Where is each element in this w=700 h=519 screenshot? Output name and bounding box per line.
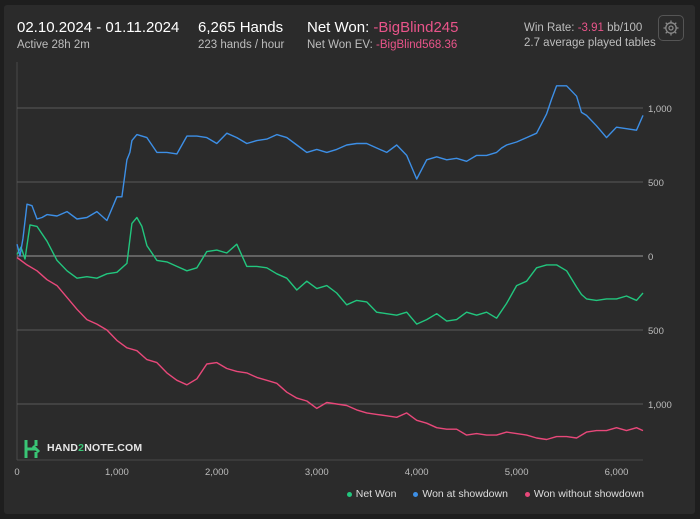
y-tick-label: 0 — [648, 252, 653, 263]
gear-icon — [663, 20, 679, 36]
legend-dot-won-at-showdown — [413, 491, 419, 497]
y-tick-label: 500 — [648, 326, 664, 337]
win-rate-value: -3.91 — [577, 22, 604, 34]
hand2note-logo: HAND2NOTE.COM — [24, 438, 142, 460]
report-panel — [4, 5, 695, 514]
settings-button[interactable] — [658, 15, 684, 41]
legend-item-won-at-showdown[interactable]: Won at showdown — [413, 488, 508, 500]
x-tick-label: 1,000 — [105, 467, 129, 478]
x-tick-label: 3,000 — [305, 467, 329, 478]
hand2note-logo-text: HAND2NOTE.COM — [47, 442, 143, 454]
legend-item-net-won[interactable]: Net Won — [346, 488, 396, 500]
active-time: Active 28h 2m — [17, 39, 90, 51]
x-tick-label: 5,000 — [505, 467, 529, 478]
net-won-label: Net Won: — [307, 19, 370, 36]
hands-count: 6,265 Hands — [198, 19, 284, 36]
series-line-won-at-showdown — [16, 85, 644, 257]
date-range: 02.10.2024 - 01.11.2024 — [17, 19, 180, 36]
x-tick-label: 6,000 — [605, 467, 629, 478]
win-rate-label: Win Rate: — [524, 22, 575, 34]
net-won-value: -BigBlind245 — [373, 19, 459, 36]
x-tick-label: 2,000 — [205, 467, 229, 478]
y-tick-label: 1,000 — [648, 104, 672, 115]
net-won-ev-label: Net Won EV: — [307, 39, 373, 51]
x-tick-label: 4,000 — [405, 467, 429, 478]
average-tables: 2.7 average played tables — [524, 37, 656, 49]
series-line-won-without-showdown — [16, 256, 644, 441]
hand2note-logo-icon — [24, 440, 41, 458]
win-rate-unit: bb/100 — [607, 22, 643, 34]
y-tick-label: 500 — [648, 178, 664, 189]
legend-item-won-without-showdown[interactable]: Won without showdown — [524, 488, 644, 500]
hands-per-hour: 223 hands / hour — [198, 39, 285, 51]
y-tick-label: 1,000 — [648, 400, 672, 411]
legend-dot-won-without-showdown — [524, 491, 530, 497]
net-won-ev: Net Won EV: -BigBlind568.36 — [307, 39, 457, 51]
net-won-ev-value: -BigBlind568.36 — [376, 39, 458, 51]
legend-dot-net-won — [346, 491, 352, 497]
net-won: Net Won: -BigBlind245 — [307, 19, 458, 36]
series-line-net-won — [16, 216, 644, 325]
x-tick-label: 0 — [14, 467, 19, 478]
win-rate: Win Rate: -3.91 bb/100 — [524, 22, 642, 34]
chart-legend: Net Won Won at showdown Won without show… — [333, 488, 644, 500]
